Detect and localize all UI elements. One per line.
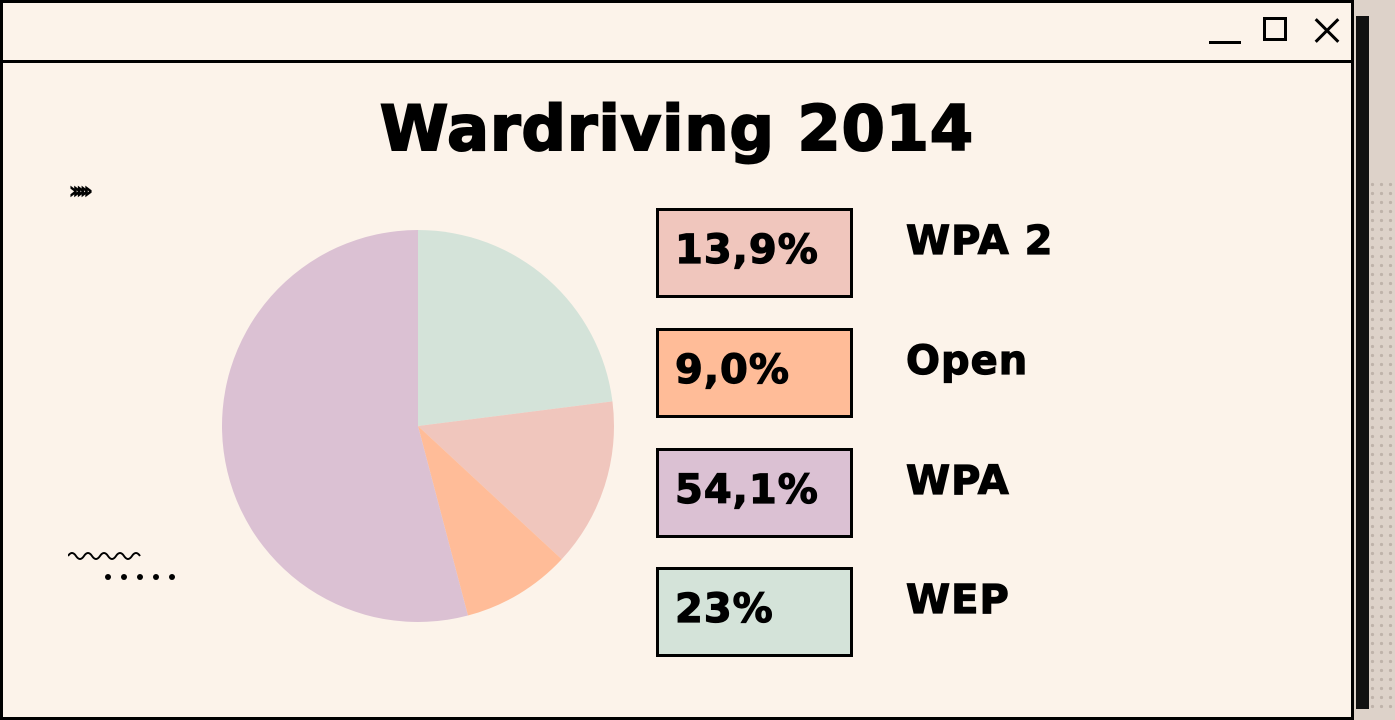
legend-value-wpa2: 13,9% (674, 226, 819, 273)
window-titlebar (3, 3, 1351, 63)
chart-title: Wardriving 2014 (379, 91, 975, 166)
legend-item-wpa2: 13,9% WPA 2 (656, 208, 1256, 298)
dotted-background-pattern (1368, 180, 1395, 709)
legend-swatch-wpa2: 13,9% (656, 208, 853, 298)
pie-slice-open (418, 426, 562, 616)
pie-slice-wpa2 (418, 401, 614, 560)
legend-value-wep: 23% (674, 585, 774, 632)
legend-item-wep: 23% WEP (656, 567, 1256, 657)
maximize-icon[interactable] (1259, 13, 1295, 49)
legend-swatch-wep: 23% (656, 567, 853, 657)
legend-item-open: 9,0% Open (656, 328, 1256, 418)
legend-value-wpa: 54,1% (674, 466, 819, 513)
wave-decoration-icon (68, 552, 141, 560)
minimize-icon[interactable] (1207, 13, 1243, 49)
legend-swatch-wpa: 54,1% (656, 448, 853, 538)
legend-label-wpa: WPA (905, 457, 1010, 504)
pie-slice-wep (418, 230, 613, 426)
legend-label-open: Open (905, 337, 1029, 384)
legend-value-open: 9,0% (674, 346, 790, 393)
legend-swatch-open: 9,0% (656, 328, 853, 418)
window-shadow (1356, 16, 1369, 709)
dots-decoration-icon (105, 574, 175, 580)
pie-chart (221, 230, 614, 622)
pie-slice-wpa (221, 230, 468, 622)
close-icon[interactable] (1309, 13, 1345, 49)
legend-label-wpa2: WPA 2 (905, 217, 1054, 264)
legend-label-wep: WEP (905, 576, 1010, 623)
legend-item-wpa: 54,1% WPA (656, 448, 1256, 538)
